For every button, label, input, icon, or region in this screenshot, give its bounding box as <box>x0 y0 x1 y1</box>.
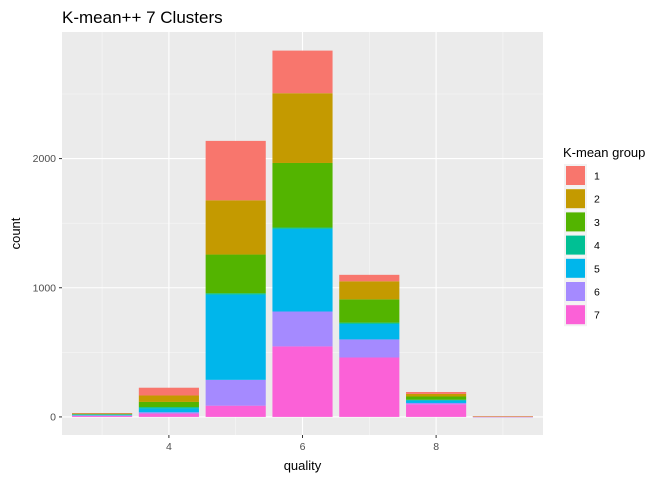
bar-segment-q6-group-4 <box>272 227 333 229</box>
bar-segment-q4-group-1 <box>138 387 199 396</box>
bar-segment-q7-group-4 <box>339 322 400 324</box>
bar-segment-q3-group-2 <box>72 413 133 414</box>
bar-segment-q8-group-3 <box>406 396 467 400</box>
bar-segment-q4-group-2 <box>138 395 199 402</box>
bar-segment-q8-group-5 <box>406 400 467 403</box>
y-tick-label: 0 <box>50 411 56 423</box>
legend-label-3: 3 <box>594 217 600 229</box>
bar-segment-q8-group-2 <box>406 393 467 397</box>
legend-label-4: 4 <box>594 240 600 252</box>
bar-segment-q8-group-4 <box>406 399 467 401</box>
legend-label-2: 2 <box>594 194 600 206</box>
bar-segment-q7-group-3 <box>339 299 400 323</box>
bar-segment-q4-group-6 <box>138 412 199 414</box>
bar-segment-q3-group-5 <box>72 414 133 416</box>
bar-segment-q4-group-5 <box>138 408 199 413</box>
bar-segment-q7-group-1 <box>339 274 400 282</box>
legend-title: K-mean group <box>563 145 645 160</box>
bar-segment-q8-group-1 <box>406 391 467 394</box>
bar-segment-q5-group-6 <box>205 379 266 406</box>
legend-swatch-1 <box>566 166 585 185</box>
bar-segment-q3-group-1 <box>72 413 133 414</box>
bar-segment-q3-group-7 <box>72 415 133 417</box>
bar-segment-q9-group-1 <box>472 416 533 417</box>
legend-swatch-2 <box>566 189 585 209</box>
bar-segment-q6-group-5 <box>272 228 333 312</box>
bar-segment-q7-group-6 <box>339 339 400 358</box>
bar-segment-q6-group-3 <box>272 162 333 228</box>
legend-swatch-6 <box>566 282 585 301</box>
bar-segment-q7-group-5 <box>339 323 400 340</box>
bar-segment-q8-group-7 <box>406 404 467 417</box>
y-axis-title: count <box>8 217 23 249</box>
legend-label-1: 1 <box>594 171 600 183</box>
axes: 0 1000 2000 4 6 8 <box>33 153 440 453</box>
legend: K-mean group 1 2 3 4 5 6 7 <box>563 145 645 327</box>
legend-label-6: 6 <box>594 287 600 299</box>
x-axis-title: quality <box>284 458 322 473</box>
x-tick-label: 4 <box>166 441 172 453</box>
legend-label-5: 5 <box>594 263 600 275</box>
legend-swatch-5 <box>566 258 585 278</box>
y-tick-label: 2000 <box>33 153 57 165</box>
bar-segment-q6-group-6 <box>272 311 333 347</box>
bar-segment-q4-group-3 <box>138 401 199 408</box>
bar-segment-q5-group-2 <box>205 200 266 255</box>
bar-segment-q6-group-2 <box>272 93 333 163</box>
x-tick-label: 8 <box>433 441 439 453</box>
x-tick-label: 6 <box>300 441 306 453</box>
bars <box>72 50 533 418</box>
bar-segment-q4-group-4 <box>138 407 199 409</box>
bar-segment-q6-group-7 <box>272 346 333 417</box>
bar-segment-q5-group-5 <box>205 294 266 380</box>
bar-segment-q5-group-1 <box>205 140 266 201</box>
bar-segment-q3-group-4 <box>72 414 133 415</box>
bar-segment-q3-group-6 <box>72 415 133 416</box>
legend-swatch-7 <box>566 305 585 325</box>
bar-segment-q4-group-7 <box>138 413 199 417</box>
bar-segment-q5-group-3 <box>205 254 266 294</box>
legend-swatch-3 <box>566 212 585 232</box>
y-tick-label: 1000 <box>33 282 57 294</box>
legend-swatch-4 <box>566 235 585 255</box>
bar-segment-q7-group-2 <box>339 281 400 300</box>
legend-label-7: 7 <box>594 310 600 322</box>
bar-segment-q6-group-1 <box>272 50 333 94</box>
bar-segment-q8-group-6 <box>406 402 467 405</box>
bar-segment-q3-group-3 <box>72 413 133 415</box>
bar-segment-q7-group-7 <box>339 357 400 417</box>
chart-title: K-mean++ 7 Clusters <box>62 8 223 27</box>
bar-segment-q5-group-7 <box>205 405 266 417</box>
bar-segment-q5-group-4 <box>205 293 266 295</box>
